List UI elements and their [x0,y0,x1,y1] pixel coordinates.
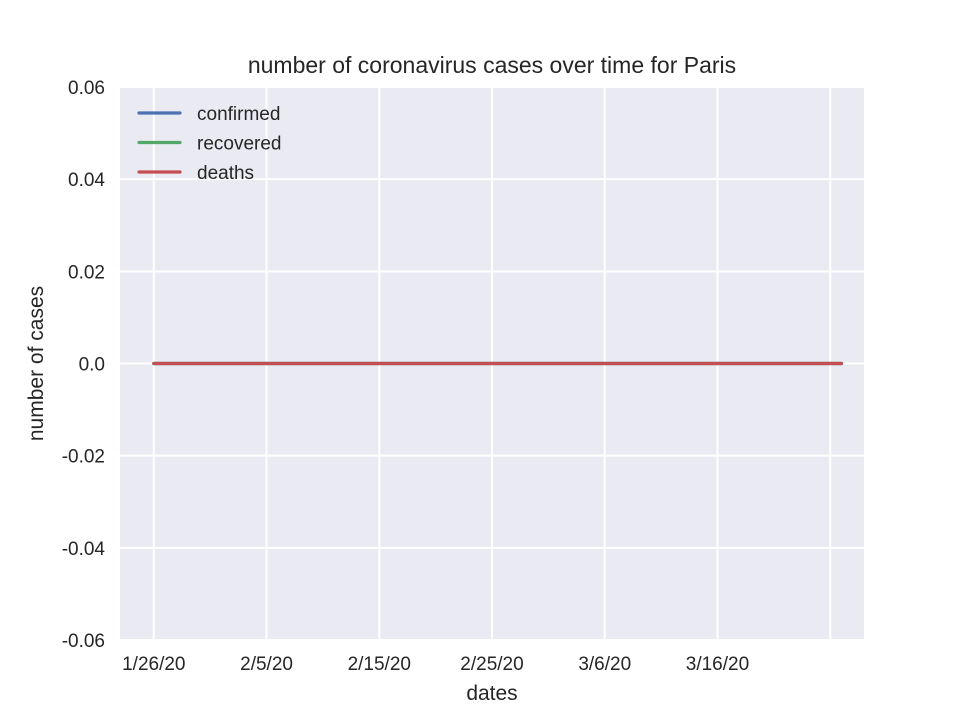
legend: confirmed recovered deaths [137,104,282,184]
x-tick-label: 1/26/20 [122,654,185,675]
y-tick-labels: 0.06 0.04 0.02 0.0 -0.02 -0.04 -0.06 [62,78,106,652]
x-tick-label: 2/5/20 [240,654,293,675]
y-axis-label: number of cases [25,286,48,441]
legend-label-deaths: deaths [197,163,254,184]
x-tick-label: 3/6/20 [578,654,631,675]
y-tick-label: 0.04 [68,170,105,191]
x-tick-labels: 1/26/20 2/5/20 2/15/20 2/25/20 3/6/20 3/16/20 [122,654,749,675]
y-tick-label: -0.06 [62,631,105,652]
y-tick-label: 0.02 [68,262,105,283]
x-tick-label: 2/15/20 [348,654,411,675]
chart-title: number of coronavirus cases over time fo… [248,52,736,78]
x-tick-label: 3/16/20 [686,654,749,675]
x-axis-label: dates [466,682,517,705]
y-tick-label: 0.0 [79,355,105,376]
legend-label-recovered: recovered [197,134,282,155]
legend-label-confirmed: confirmed [197,104,280,125]
y-tick-label: 0.06 [68,78,105,99]
y-tick-label: -0.02 [62,447,105,468]
y-tick-label: -0.04 [62,539,106,560]
x-tick-label: 2/25/20 [460,654,523,675]
